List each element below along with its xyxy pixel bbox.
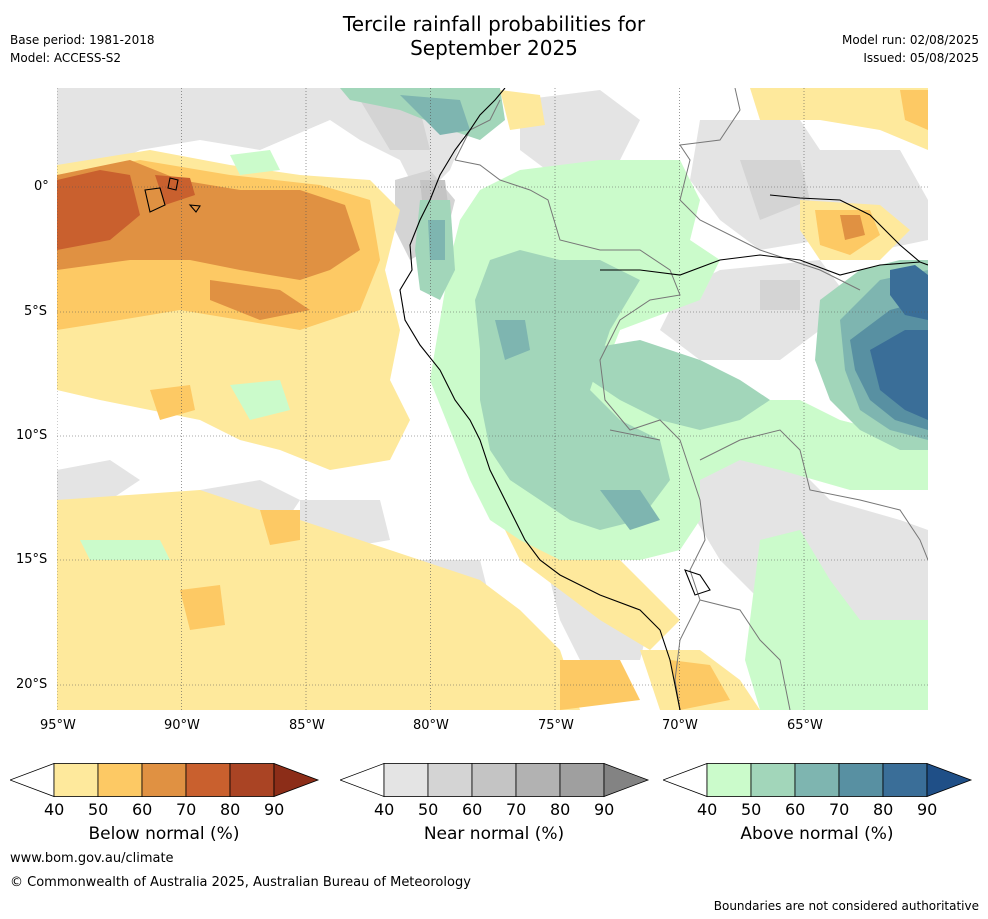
colorbar-swatch (706, 763, 752, 797)
colorbar-swatch (471, 763, 517, 797)
colorbar-tick-label: 40 (374, 800, 395, 819)
colorbar-swatch (53, 763, 99, 797)
colorbar-tick-label: 80 (220, 800, 241, 819)
map-title: Tercile rainfall probabilities for Septe… (0, 12, 988, 60)
colorbar-tick-label: 60 (132, 800, 153, 819)
map-fields (57, 88, 928, 710)
country-borders (454, 88, 928, 710)
colorbar-swatch (229, 763, 275, 797)
colorbar-tick-label: 70 (506, 800, 527, 819)
graticule (57, 88, 928, 710)
colorbar-tick-label: 40 (44, 800, 65, 819)
colorbar-swatch (141, 763, 187, 797)
lat-label-10s: 10°S (16, 428, 48, 443)
footer-url[interactable]: www.bom.gov.au/climate (10, 851, 174, 866)
colorbar-high-extend (273, 763, 320, 798)
colorbar-swatch (750, 763, 796, 797)
colorbar-0 (10, 763, 320, 798)
colorbar-low-extend (10, 763, 55, 798)
lon-label-80w: 80°W (413, 718, 449, 733)
title-line-2: September 2025 (410, 36, 578, 60)
colorbar-low-extend (663, 763, 708, 798)
colorbar-tick-label: 70 (829, 800, 850, 819)
colorbar-title: Above normal (%) (740, 824, 894, 844)
footer-copyright: © Commonwealth of Australia 2025, Austra… (10, 875, 471, 890)
colorbar-swatch (882, 763, 928, 797)
colorbar-tick-label: 50 (88, 800, 109, 819)
model-name: Model: ACCESS-S2 (10, 51, 122, 65)
footer-note: Boundaries are not considered authoritat… (713, 899, 979, 913)
colorbar-high-extend (603, 763, 650, 798)
above-normal-regions (80, 88, 928, 710)
colorbar-tick-label: 50 (418, 800, 439, 819)
colorbar-low-extend (340, 763, 385, 798)
lon-label-65w: 65°W (787, 718, 823, 733)
lat-label-5s: 5°S (24, 304, 48, 319)
colorbar-swatch (185, 763, 231, 797)
title-line-1: Tercile rainfall probabilities for (342, 12, 646, 36)
colorbar-tick-label: 80 (550, 800, 571, 819)
lon-label-75w: 75°W (538, 718, 574, 733)
lat-label-20s: 20°S (16, 677, 48, 692)
below-normal-regions (57, 88, 928, 710)
lat-label-0: 0° (34, 179, 49, 194)
colorbar-tick-label: 90 (917, 800, 938, 819)
lon-label-95w: 95°W (40, 718, 76, 733)
lat-label-15s: 15°S (16, 552, 48, 567)
colorbar-tick-label: 90 (264, 800, 285, 819)
coastline (144, 88, 928, 710)
colorbar-tick-label: 70 (176, 800, 197, 819)
colorbar-tick-label: 60 (462, 800, 483, 819)
meta-right: Model run: 02/08/2025 Issued: 05/08/2025 (842, 31, 979, 67)
lon-label-70w: 70°W (662, 718, 698, 733)
colorbar-swatch (559, 763, 605, 797)
lon-label-85w: 85°W (289, 718, 325, 733)
meta-left: Base period: 1981-2018 Model: ACCESS-S2 (10, 31, 155, 67)
colorbar-tick-label: 90 (594, 800, 615, 819)
issued-date: Issued: 05/08/2025 (863, 51, 979, 65)
lon-label-90w: 90°W (164, 718, 200, 733)
colorbar-title: Near normal (%) (423, 824, 565, 844)
colorbar-high-extend (926, 763, 973, 798)
colorbar-swatch (515, 763, 561, 797)
colorbar-swatch (383, 763, 429, 797)
colorbar-swatch (97, 763, 143, 797)
colorbar-tick-label: 50 (741, 800, 762, 819)
colorbar-tick-label: 40 (697, 800, 718, 819)
colorbar-swatch (838, 763, 884, 797)
model-run: Model run: 02/08/2025 (841, 33, 979, 47)
base-period: Base period: 1981-2018 (10, 33, 155, 47)
colorbar-swatch (427, 763, 473, 797)
colorbar-tick-label: 60 (785, 800, 806, 819)
colorbar-title: Below normal (%) (88, 824, 240, 844)
colorbar-tick-label: 80 (873, 800, 894, 819)
colorbar-swatch (794, 763, 840, 797)
colorbar-1 (340, 763, 650, 798)
colorbar-2 (663, 763, 973, 798)
